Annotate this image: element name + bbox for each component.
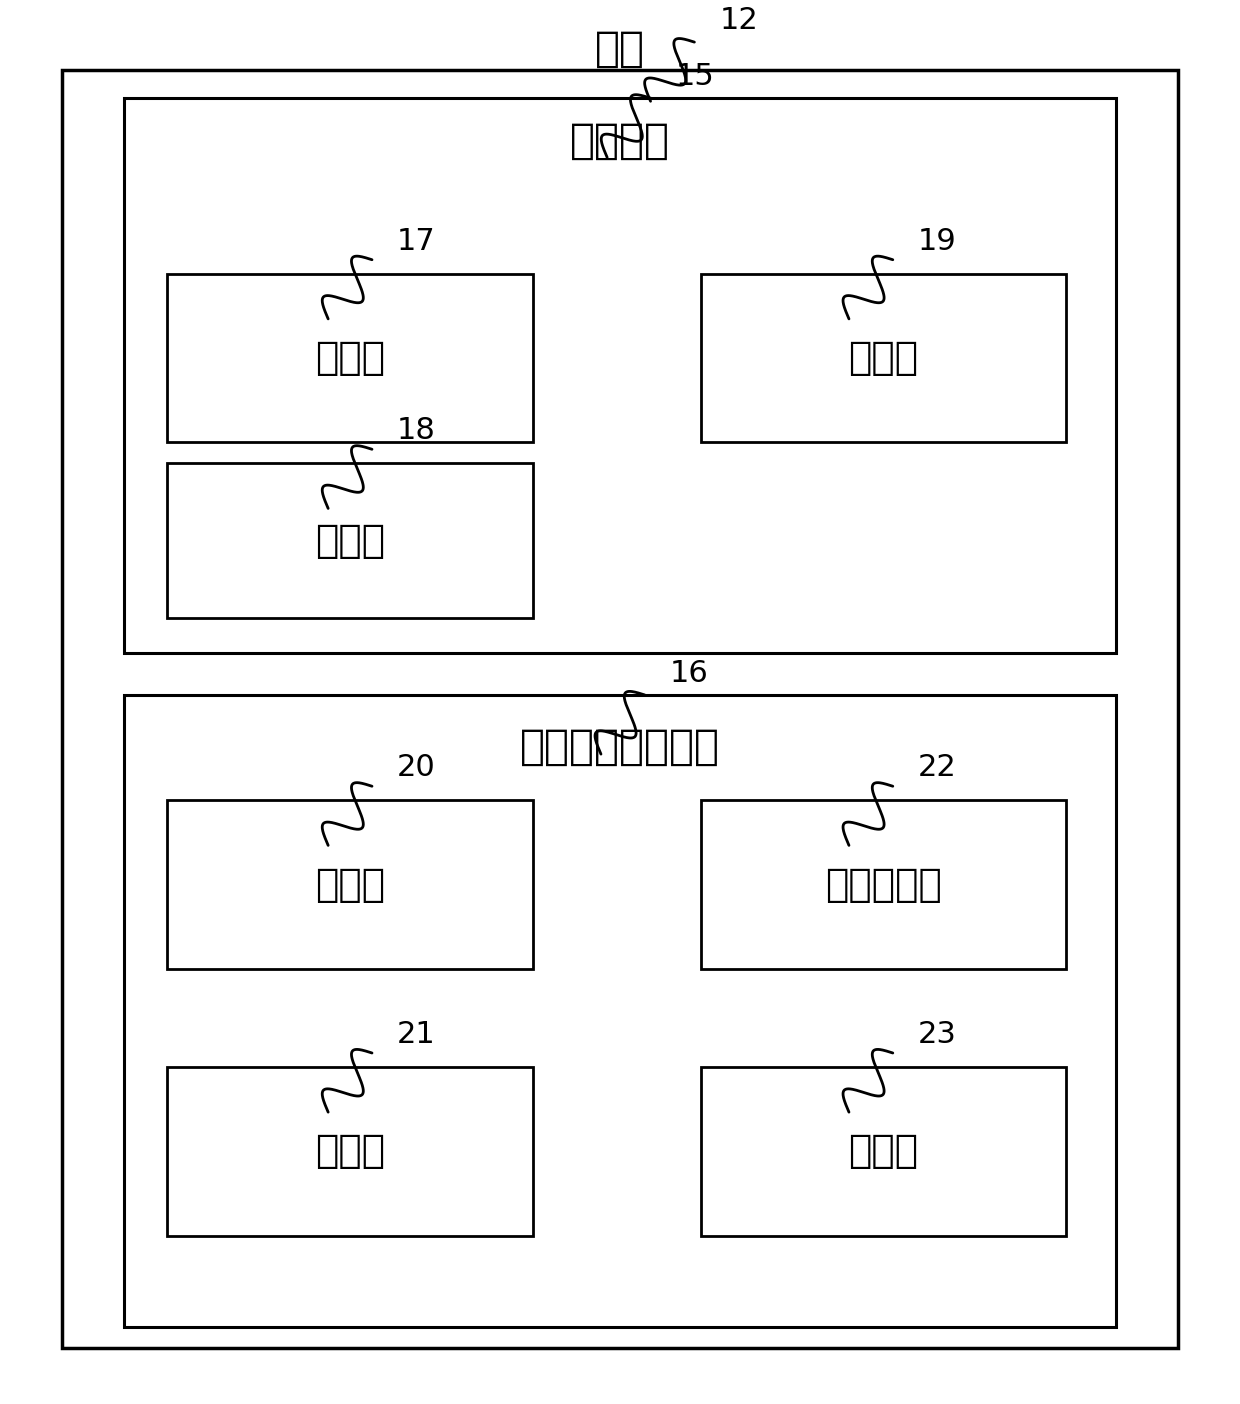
Bar (124, 695, 1116, 1327)
Text: 车载信息处理装置: 车载信息处理装置 (520, 726, 720, 768)
Text: 21: 21 (397, 1019, 435, 1049)
Text: 18: 18 (397, 416, 435, 445)
Text: 控制部: 控制部 (848, 338, 919, 378)
Text: 23: 23 (918, 1019, 956, 1049)
Bar (167, 1067, 533, 1236)
Text: 16: 16 (670, 658, 708, 688)
Text: 车辆: 车辆 (595, 28, 645, 70)
Text: 通信装置: 通信装置 (570, 119, 670, 161)
Text: 通信部: 通信部 (315, 338, 386, 378)
Text: 存储部: 存储部 (315, 521, 386, 560)
Text: 20: 20 (397, 753, 435, 782)
Text: 信息获取部: 信息获取部 (825, 865, 942, 904)
Text: 19: 19 (918, 226, 956, 256)
Bar (167, 274, 533, 442)
Bar (701, 274, 1066, 442)
Bar (124, 98, 1116, 653)
Text: 22: 22 (918, 753, 956, 782)
Bar (167, 800, 533, 969)
Text: 17: 17 (397, 226, 435, 256)
Text: 控制部: 控制部 (848, 1132, 919, 1171)
Text: 存储部: 存储部 (315, 1132, 386, 1171)
Text: 通信部: 通信部 (315, 865, 386, 904)
Text: 12: 12 (719, 6, 758, 35)
Bar (701, 1067, 1066, 1236)
Bar (167, 463, 533, 618)
Text: 15: 15 (676, 62, 714, 91)
Bar (701, 800, 1066, 969)
